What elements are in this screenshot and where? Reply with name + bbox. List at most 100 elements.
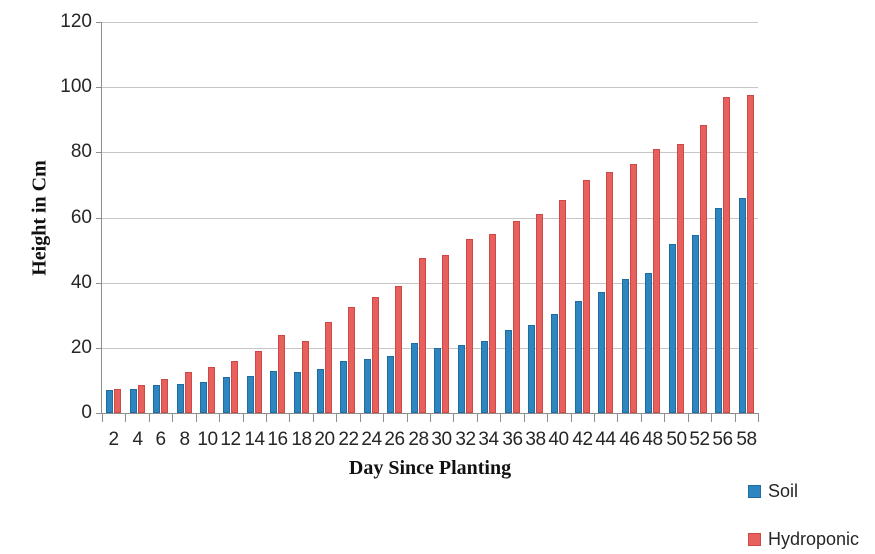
hydroponic-bar-day-36 <box>513 221 520 413</box>
hydroponic-bar-day-2 <box>114 389 121 413</box>
x-tick-mark <box>266 414 267 422</box>
x-tick-label-48: 48 <box>642 429 663 450</box>
legend-swatch-hydroponic-icon <box>748 532 761 546</box>
hydroponic-bar-day-20 <box>325 322 332 413</box>
x-tick-label-18: 18 <box>291 429 312 450</box>
x-tick-mark <box>219 414 220 422</box>
x-tick-mark <box>289 414 290 422</box>
x-tick-mark <box>664 414 665 422</box>
y-tick-label-120: 120 <box>60 11 92 32</box>
hydroponic-bar-day-48 <box>653 149 660 413</box>
y-tick-label-80: 80 <box>70 141 92 162</box>
soil-bar-day-40 <box>551 314 558 413</box>
legend-swatch-soil-icon <box>748 484 761 498</box>
y-tick-mark <box>96 413 102 414</box>
legend-item-soil: Soil <box>748 480 859 502</box>
hydroponic-bar-day-18 <box>302 341 309 413</box>
x-tick-mark <box>125 414 126 422</box>
y-tick-mark <box>96 152 102 153</box>
x-tick-label-32: 32 <box>455 429 476 450</box>
x-tick-mark <box>688 414 689 422</box>
soil-bar-day-2 <box>106 390 113 413</box>
soil-bar-day-26 <box>387 356 394 413</box>
soil-bar-day-42 <box>575 301 582 413</box>
y-tick-label-100: 100 <box>60 76 92 97</box>
x-tick-mark <box>617 414 618 422</box>
soil-bar-day-36 <box>505 330 512 413</box>
soil-bar-day-38 <box>528 325 535 413</box>
legend-item-hydroponic: Hydroponic <box>748 528 859 550</box>
y-tick-label-40: 40 <box>70 272 92 293</box>
x-tick-label-52: 52 <box>689 429 710 450</box>
hydroponic-bar-day-58 <box>747 95 754 413</box>
y-tick-label-60: 60 <box>70 207 92 228</box>
hydroponic-bar-day-32 <box>466 239 473 413</box>
y-tick-label-0: 0 <box>81 402 92 423</box>
soil-bar-day-50 <box>669 244 676 413</box>
hydroponic-bar-day-34 <box>489 234 496 413</box>
hydroponic-bar-day-12 <box>231 361 238 413</box>
gridline-60 <box>102 218 758 219</box>
x-tick-label-42: 42 <box>572 429 593 450</box>
hydroponic-bar-day-42 <box>583 180 590 413</box>
soil-bar-day-8 <box>177 384 184 413</box>
x-tick-mark <box>711 414 712 422</box>
x-tick-mark <box>500 414 501 422</box>
soil-bar-day-52 <box>692 235 699 413</box>
x-tick-label-6: 6 <box>155 429 166 450</box>
soil-bar-day-32 <box>458 345 465 413</box>
hydroponic-bar-day-26 <box>395 286 402 413</box>
x-tick-label-40: 40 <box>548 429 569 450</box>
x-tick-mark <box>524 414 525 422</box>
x-tick-mark <box>102 414 103 422</box>
x-tick-mark <box>758 414 759 422</box>
hydroponic-bar-day-6 <box>161 379 168 413</box>
x-tick-label-46: 46 <box>619 429 640 450</box>
x-tick-label-44: 44 <box>595 429 616 450</box>
x-tick-mark <box>360 414 361 422</box>
plot-area <box>102 22 758 413</box>
soil-bar-day-10 <box>200 382 207 413</box>
x-tick-mark <box>407 414 408 422</box>
hydroponic-bar-day-16 <box>278 335 285 413</box>
x-tick-label-12: 12 <box>220 429 241 450</box>
soil-bar-day-30 <box>434 348 441 413</box>
legend-label-hydroponic: Hydroponic <box>768 529 860 549</box>
x-tick-label-36: 36 <box>502 429 523 450</box>
x-tick-mark <box>453 414 454 422</box>
x-tick-mark <box>383 414 384 422</box>
hydroponic-bar-day-4 <box>138 385 145 413</box>
hydroponic-bar-day-46 <box>630 164 637 413</box>
x-tick-label-20: 20 <box>314 429 335 450</box>
soil-bar-day-14 <box>247 376 254 413</box>
soil-bar-day-12 <box>223 377 230 413</box>
x-tick-mark <box>243 414 244 422</box>
x-tick-mark <box>594 414 595 422</box>
soil-bar-day-58 <box>739 198 746 413</box>
soil-bar-day-28 <box>411 343 418 413</box>
hydroponic-bar-day-44 <box>606 172 613 413</box>
soil-bar-day-20 <box>317 369 324 413</box>
x-tick-label-16: 16 <box>267 429 288 450</box>
x-tick-label-10: 10 <box>197 429 218 450</box>
x-tick-label-24: 24 <box>361 429 382 450</box>
x-tick-mark <box>641 414 642 422</box>
hydroponic-bar-day-30 <box>442 255 449 413</box>
x-tick-label-38: 38 <box>525 429 546 450</box>
x-axis-line <box>101 413 759 414</box>
x-tick-mark <box>735 414 736 422</box>
gridline-100 <box>102 87 758 88</box>
hydroponic-bar-day-52 <box>700 125 707 413</box>
hydroponic-bar-day-28 <box>419 258 426 413</box>
legend-label-soil: Soil <box>768 481 799 501</box>
x-tick-mark <box>313 414 314 422</box>
soil-bar-day-56 <box>715 208 722 413</box>
hydroponic-bar-day-38 <box>536 214 543 413</box>
x-tick-label-22: 22 <box>338 429 359 450</box>
soil-bar-day-46 <box>622 279 629 413</box>
x-tick-mark <box>547 414 548 422</box>
x-tick-label-8: 8 <box>179 429 190 450</box>
y-tick-mark <box>96 218 102 219</box>
x-tick-label-14: 14 <box>244 429 265 450</box>
gridline-120 <box>102 22 758 23</box>
